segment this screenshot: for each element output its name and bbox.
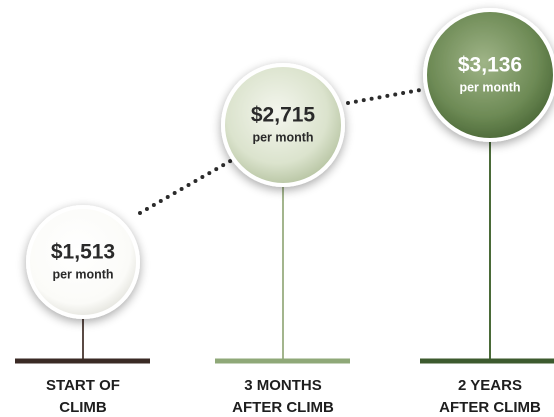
stage: $1,513 per month START OF CLIMB [15,205,150,416]
unit: per month [252,130,313,144]
stage-label: CLIMB [59,399,107,416]
stage-label: AFTER CLIMB [439,399,541,416]
connectors [138,88,422,215]
stage-label: AFTER CLIMB [232,399,334,416]
unit: per month [459,80,520,94]
amount: $2,715 [251,104,316,127]
stages: $1,513 per month START OF CLIMB $2,715 per mo… [15,8,554,416]
value-circle [221,63,345,187]
value-circle [26,205,140,319]
dotted-connector [138,158,234,215]
stage-label: 3 MONTHS [244,377,322,394]
stage: $2,715 per month 3 MONTHS AFTER CLIMB [215,63,350,416]
stage-label: START OF [46,377,120,394]
amount: $3,136 [458,54,522,77]
stage-label: 2 YEARS [458,377,522,394]
amount: $1,513 [51,241,115,264]
value-circle [423,8,554,142]
dotted-connector [346,88,422,105]
stage: $3,136 per month 2 YEARS AFTER CLIMB [420,8,554,416]
unit: per month [52,267,113,281]
